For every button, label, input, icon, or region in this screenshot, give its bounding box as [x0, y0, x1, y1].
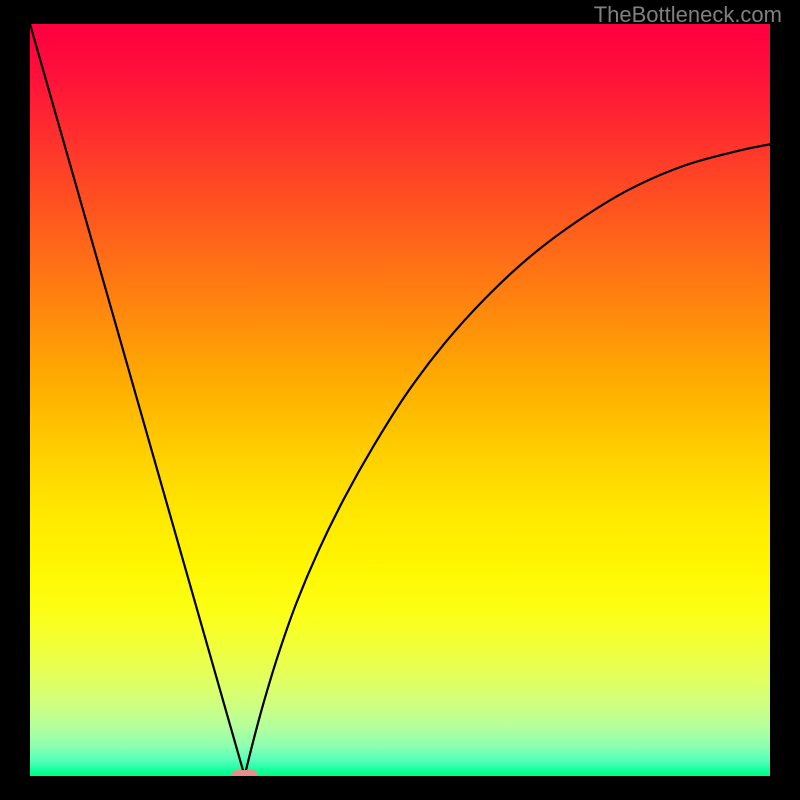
- watermark-label: TheBottleneck.com: [594, 2, 782, 28]
- curve-left-branch: [30, 24, 245, 776]
- vertex-marker: [232, 770, 258, 776]
- plot-area: [30, 24, 770, 776]
- curve-right-branch: [245, 144, 770, 776]
- curve-layer: [30, 24, 770, 776]
- chart-frame: TheBottleneck.com: [0, 0, 800, 800]
